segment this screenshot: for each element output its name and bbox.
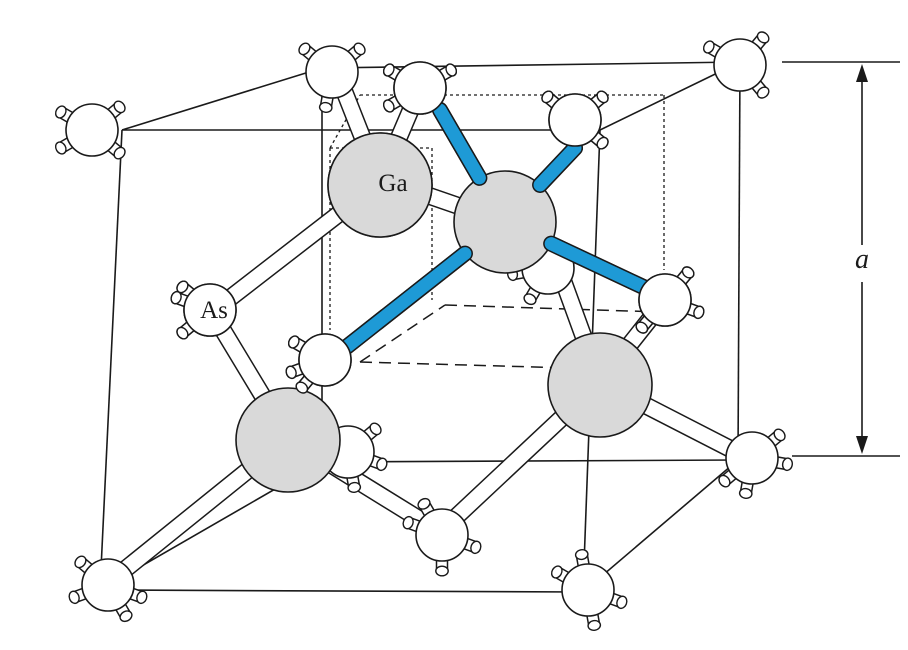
- atom-sphere: [547, 332, 653, 438]
- as-atom-corner: [718, 428, 794, 500]
- as-label: As: [200, 297, 228, 324]
- atom-sphere: [298, 333, 352, 387]
- as-atom-bonded: [285, 333, 352, 394]
- cube-edge: [121, 67, 323, 131]
- atom-sphere: [561, 563, 615, 617]
- as-atom-face: [402, 497, 482, 577]
- as-atom-bonded: [635, 266, 705, 334]
- atom-sphere: [183, 283, 237, 337]
- lattice-constant-label: a: [855, 244, 869, 275]
- highlighted-bond-front: [432, 102, 488, 186]
- atom-sphere: [713, 38, 767, 92]
- ga-atom: [235, 387, 341, 493]
- as-atom-corner: [550, 548, 628, 632]
- inner-dashed-edge: [444, 304, 661, 313]
- atom-sphere: [65, 103, 119, 157]
- dimension-marker: [782, 61, 900, 457]
- as-atom-corner: [298, 42, 366, 114]
- as-atom-bonded: [541, 90, 609, 150]
- as-atom: [321, 422, 388, 494]
- highlighted-bond-front: [322, 245, 473, 368]
- cube-edge: [737, 61, 741, 461]
- atom-sphere: [327, 132, 433, 238]
- inner-dashed-edge: [359, 304, 446, 363]
- cube-edge: [321, 459, 739, 463]
- cube-edge: [99, 129, 123, 591]
- cube-edge: [99, 589, 584, 593]
- highlighted-bond-front: [543, 235, 662, 300]
- ga-label: Ga: [378, 170, 407, 197]
- ga-atom: [547, 332, 653, 438]
- as-atom-corner: [54, 100, 126, 160]
- labels: Ga As a: [200, 170, 869, 324]
- inner-dashed-edge: [359, 361, 571, 369]
- dimension-arrow-up: [856, 64, 868, 82]
- atom-sphere: [725, 431, 779, 485]
- ga-atom-central: [453, 170, 557, 274]
- atom-sphere: [305, 45, 359, 99]
- highlighted-bond-front: [532, 140, 583, 193]
- ga-atom-labeled: [327, 132, 433, 238]
- as-atom-corner: [68, 555, 148, 623]
- atom-sphere: [415, 508, 469, 562]
- atoms: [54, 31, 794, 632]
- atom-sphere: [453, 170, 557, 274]
- atom-sphere: [235, 387, 341, 493]
- atom-sphere: [638, 273, 692, 327]
- atom-sphere: [81, 558, 135, 612]
- atom-sphere: [548, 93, 602, 147]
- as-atom-corner: [702, 31, 770, 99]
- as-atom-labeled: [170, 280, 237, 340]
- dimension-arrow-down: [856, 436, 868, 454]
- as-atom-bonded: [382, 61, 458, 115]
- cube-edge: [582, 459, 739, 593]
- atom-sphere: [393, 61, 447, 115]
